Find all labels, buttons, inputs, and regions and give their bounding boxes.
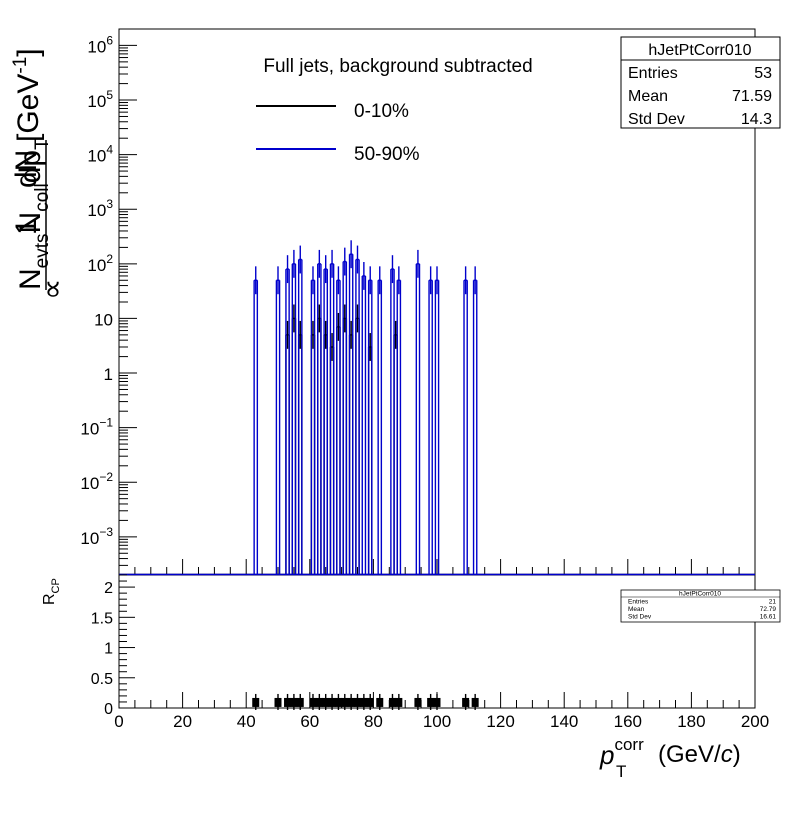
stats-top-entries-value: 53 [754, 65, 772, 82]
stats-top-mean-value: 71.59 [732, 88, 772, 105]
y-title-unit-close: ] [12, 48, 45, 56]
y-title-numerator-one: 1 [10, 218, 43, 235]
rcp-axis-title: RCP [41, 578, 62, 605]
y-title-N: N [14, 268, 47, 290]
stats-bottom-entries-value: 21 [769, 599, 777, 606]
y-title-unit-text: [GeV [12, 74, 45, 142]
bottom-y-tick-label: 1.5 [91, 610, 113, 627]
bottom-x-tick-label: 140 [550, 712, 578, 731]
x-title-close: ) [733, 741, 741, 768]
legend-label-50-90: 50-90% [354, 144, 420, 165]
x-title-unit: (GeV/ [658, 741, 721, 768]
stats-top-mean-label: Mean [628, 88, 668, 105]
svg-text:1: 1 [10, 218, 43, 235]
bottom-y-tick-label: 0.5 [91, 671, 113, 688]
x-title-corr: corr [614, 735, 644, 754]
rcp-R: R [41, 593, 58, 605]
svg-text:RCP: RCP [41, 578, 62, 605]
top-y-tick-label: 10−1 [80, 416, 113, 439]
top-y-tick-label: 1 [104, 365, 113, 384]
stats-box-bottom: hJetPtCorr010 Entries 21 Mean 72.79 Std … [621, 590, 780, 622]
top-y-tick-label: 10 [94, 310, 113, 329]
top-y-tick-label: 105 [87, 88, 113, 111]
svg-text:dN: dN [10, 150, 43, 188]
top-y-tick-label: 10−3 [80, 525, 113, 548]
stats-bottom-mean-label: Mean [628, 606, 645, 613]
bottom-x-tick-label: 100 [423, 712, 451, 731]
bottom-x-tick-label: 180 [677, 712, 705, 731]
y-title-numerator-dN: dN [10, 150, 43, 188]
stats-box-bottom-name: hJetPtCorr010 [679, 591, 721, 598]
stats-top-std-label: Std Dev [628, 111, 685, 128]
stats-bottom-mean-value: 72.79 [760, 606, 777, 613]
x-title-p: p [599, 740, 614, 770]
stats-bottom-std-value: 16.61 [760, 614, 777, 621]
bottom-x-tick-label: 60 [300, 712, 319, 731]
bottom-y-tick-label: 1 [104, 641, 113, 658]
legend-label-0-10: 0-10% [354, 101, 409, 122]
bottom-x-tick-label: 120 [486, 712, 514, 731]
bottom-y-tick-label: 2 [104, 580, 113, 597]
bottom-y-tick-label: 0 [104, 701, 113, 718]
stats-top-entries-label: Entries [628, 65, 678, 82]
bottom-x-tick-label: 80 [364, 712, 383, 731]
top-y-tick-label: 102 [87, 252, 113, 275]
x-axis-title: pcorr T (GeV/c) [599, 735, 741, 781]
bottom-x-tick-label: 40 [237, 712, 256, 731]
stats-box-top-name: hJetPtCorr010 [648, 42, 751, 59]
stats-bottom-std-label: Std Dev [628, 614, 652, 621]
x-title-c: c [721, 741, 733, 768]
bottom-x-tick-label: 20 [173, 712, 192, 731]
stats-box-top: hJetPtCorr010 Entries 53 Mean 71.59 Std … [621, 37, 780, 128]
top-y-tick-label: 104 [87, 143, 113, 166]
svg-text:(GeV/c): (GeV/c) [658, 741, 741, 768]
top-y-tick-label: 10−2 [80, 470, 113, 493]
y-title-evts: evts [32, 233, 53, 268]
x-title-T: T [616, 762, 626, 781]
bottom-x-tick-label: 160 [614, 712, 642, 731]
y-title-unit-exp: -1 [10, 57, 31, 74]
chart-title: Full jets, background subtracted [263, 56, 532, 77]
svg-text:[GeV-1]: [GeV-1] [10, 48, 45, 142]
stats-top-std-value: 14.3 [741, 111, 772, 128]
bottom-x-tick-label: 0 [114, 712, 123, 731]
top-y-tick-label: 106 [87, 33, 113, 56]
stats-bottom-entries-label: Entries [628, 599, 649, 606]
rcp-CP: CP [50, 578, 62, 593]
top-y-tick-label: 103 [87, 197, 113, 220]
bottom-x-tick-label: 200 [741, 712, 769, 731]
y-title-unit: [GeV-1] [10, 48, 45, 142]
